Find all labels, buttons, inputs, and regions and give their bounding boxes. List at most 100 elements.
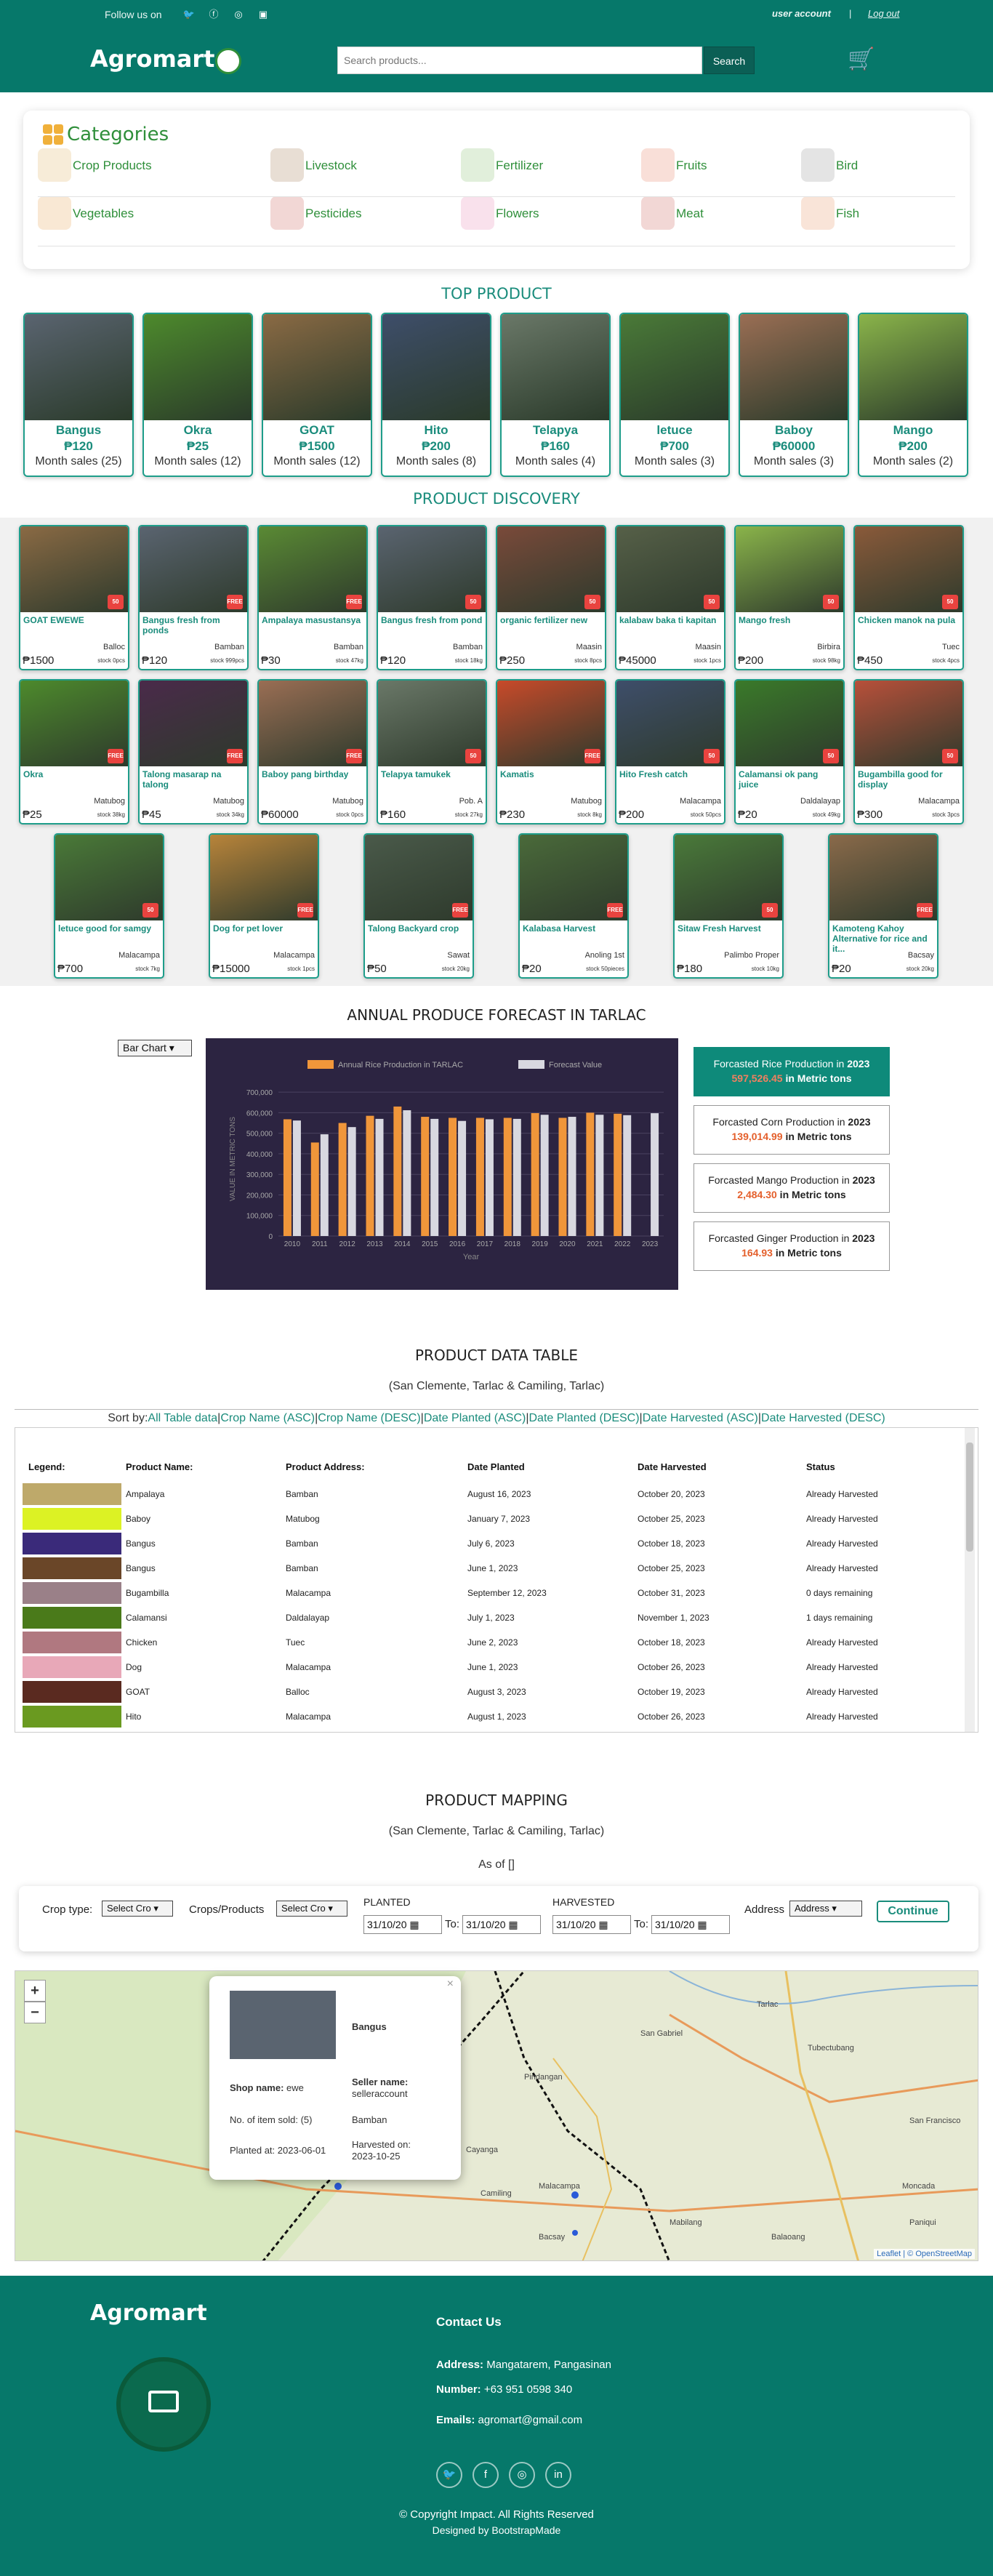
popup-shop-value: ewe	[286, 2082, 304, 2093]
linkedin-icon[interactable]: ▣	[258, 9, 268, 20]
discovery-product-card[interactable]: 50 Mango fresh Birbira ₱200 stock 98kg	[734, 525, 845, 670]
sort-link[interactable]: Date Planted (DESC)	[528, 1412, 640, 1424]
category-link[interactable]: Livestock	[305, 159, 357, 172]
product-name: kalabaw baka ti kapitan	[619, 615, 717, 625]
discovery-product-card[interactable]: 50 kalabaw baka ti kapitan Maasin ₱45000 sto…	[615, 525, 725, 670]
planted-to-input[interactable]: 31/10/20 ▦	[462, 1915, 541, 1934]
search-button[interactable]: Search	[704, 47, 755, 74]
discovery-product-card[interactable]: 50 Telapya tamukek Pob. A ₱160 stock 27kg	[377, 679, 487, 824]
product-price: ₱120	[380, 654, 406, 667]
discovery-product-card[interactable]: FREE Okra Matubog ₱25 stock 38kg	[19, 679, 129, 824]
table-scrollbar[interactable]	[965, 1428, 975, 1732]
sort-link[interactable]: Date Planted (ASC)	[423, 1412, 526, 1424]
discovery-product-card[interactable]: 50 Bangus fresh from pond Bamban ₱120 stock …	[377, 525, 487, 670]
forecast-card[interactable]: Forcasted Rice Production in 2023 597,526…	[694, 1047, 890, 1096]
product-price: ₱200	[738, 654, 764, 667]
chart-type-select[interactable]: Bar Chart ▾	[118, 1040, 192, 1056]
sort-link[interactable]: Crop Name (DESC)	[318, 1412, 421, 1424]
discovery-product-card[interactable]: FREE Talong masarap na talong Matubog ₱45 st…	[138, 679, 249, 824]
continue-button[interactable]: Continue	[877, 1901, 949, 1922]
close-icon[interactable]: ×	[446, 1978, 454, 1990]
top-product-card[interactable]: Bangus ₱120 Month sales (25)	[23, 313, 134, 477]
map-place-label: Pindangan	[524, 2073, 563, 2082]
discovery-product-card[interactable]: FREE Baboy pang birthday Matubog ₱60000 stoc…	[257, 679, 368, 824]
category-link[interactable]: Fertilizer	[496, 159, 544, 172]
twitter-icon[interactable]: 🐦	[436, 2462, 462, 2488]
top-product-card[interactable]: GOAT ₱1500 Month sales (12)	[262, 313, 372, 477]
planted-from-input[interactable]: 31/10/20 ▦	[363, 1915, 442, 1934]
legend-color-swatch	[23, 1706, 121, 1728]
discovery-product-card[interactable]: 50 Chicken manok na pula Tuec ₱450 stock 4pc…	[853, 525, 964, 670]
discovery-product-card[interactable]: FREE Kamatis Matubog ₱230 stock 8kg	[496, 679, 606, 824]
linkedin-icon[interactable]: in	[545, 2462, 571, 2488]
discovery-product-card[interactable]: 50 letuce good for samgy Malacampa ₱700 stoc…	[54, 833, 164, 979]
table-cell: Dog	[126, 1662, 142, 1672]
category-link[interactable]: Bird	[836, 159, 859, 172]
discovery-product-card[interactable]: 50 GOAT EWEWE Balloc ₱1500 stock 0pcs	[19, 525, 129, 670]
discovery-product-card[interactable]: FREE Ampalaya masustansya Bamban ₱30 stock 4…	[257, 525, 368, 670]
sort-link[interactable]: Crop Name (ASC)	[220, 1412, 315, 1424]
discovery-product-card[interactable]: FREE Kamoteng Kahoy Alternative for rice …	[828, 833, 938, 979]
discovery-product-card[interactable]: FREE Dog for pet lover Malacampa ₱15000 stoc…	[209, 833, 319, 979]
top-product-card[interactable]: letuce ₱700 Month sales (3)	[619, 313, 730, 477]
forecast-card-year: 2023	[852, 1174, 875, 1186]
popup-planted-label: Planted at:	[230, 2145, 276, 2156]
category-link[interactable]: Pesticides	[305, 206, 362, 220]
top-product-card[interactable]: Baboy ₱60000 Month sales (3)	[739, 313, 849, 477]
zoom-in-button[interactable]: +	[24, 1980, 46, 2002]
cart-icon[interactable]: 🛒	[848, 47, 875, 71]
sort-link[interactable]: All Table data	[148, 1412, 218, 1424]
top-product-card[interactable]: Mango ₱200 Month sales (2)	[858, 313, 968, 477]
sort-link[interactable]: Date Harvested (DESC)	[761, 1412, 885, 1424]
harvested-from-input[interactable]: 31/10/20 ▦	[552, 1915, 631, 1934]
logout-link[interactable]: Log out	[868, 8, 900, 19]
crop-type-select[interactable]: Select Cro ▾	[102, 1901, 173, 1917]
scrollbar-thumb[interactable]	[966, 1443, 973, 1552]
address-select[interactable]: Address ▾	[789, 1901, 862, 1917]
category-link[interactable]: Fish	[836, 206, 860, 220]
facebook-icon[interactable]: ⓕ	[209, 9, 219, 20]
discovery-product-card[interactable]: 50 Hito Fresh catch Malacampa ₱200 stock 50p…	[615, 679, 725, 824]
table-cell: Chicken	[126, 1637, 158, 1648]
discovery-product-card[interactable]: FREE Talong Backyard crop Sawat ₱50 stock 20…	[363, 833, 474, 979]
crops-select[interactable]: Select Cro ▾	[276, 1901, 347, 1917]
discovery-product-card[interactable]: 50 Sitaw Fresh Harvest Palimbo Proper ₱180 s…	[673, 833, 784, 979]
forecast-card[interactable]: Forcasted Ginger Production in 2023 164.9…	[694, 1221, 890, 1271]
user-account-link[interactable]: user account	[772, 8, 831, 19]
harvested-to-input[interactable]: 31/10/20 ▦	[651, 1915, 730, 1934]
map-marker[interactable]	[571, 2191, 579, 2199]
category-link[interactable]: Meat	[676, 206, 704, 220]
sort-link[interactable]: Date Harvested (ASC)	[642, 1412, 758, 1424]
discovery-product-card[interactable]: FREE Bangus fresh from ponds Bamban ₱120 sto…	[138, 525, 249, 670]
instagram-icon[interactable]: ◎	[234, 9, 243, 20]
top-product-card[interactable]: Telapya ₱160 Month sales (4)	[500, 313, 611, 477]
map-marker[interactable]	[334, 2183, 342, 2190]
category-link[interactable]: Fruits	[676, 159, 707, 172]
facebook-icon[interactable]: f	[473, 2462, 499, 2488]
search-input[interactable]	[337, 47, 702, 74]
instagram-icon[interactable]: ◎	[509, 2462, 535, 2488]
discovery-product-card[interactable]: 50 Calamansi ok pang juice Daldalayap ₱20 st…	[734, 679, 845, 824]
category-link[interactable]: Flowers	[496, 206, 539, 220]
table-cell: August 1, 2023	[467, 1712, 526, 1722]
chart-bar	[310, 1142, 319, 1236]
top-product-card[interactable]: Okra ₱25 Month sales (12)	[142, 313, 253, 477]
product-map[interactable]: Tubectubang San Gabriel Pindangan Malacampa…	[15, 1970, 978, 2261]
discount-badge: FREE	[227, 749, 243, 763]
category-link[interactable]: Crop Products	[73, 159, 152, 172]
discovery-product-card[interactable]: FREE Kalabasa Harvest Anoling 1st ₱20 stock …	[518, 833, 629, 979]
forecast-card[interactable]: Forcasted Mango Production in 2023 2,484.…	[694, 1163, 890, 1213]
top-product-card[interactable]: Hito ₱200 Month sales (8)	[381, 313, 491, 477]
product-location: Malacampa	[273, 951, 315, 960]
table-cell: August 16, 2023	[467, 1489, 531, 1499]
discovery-product-card[interactable]: 50 Bugambilla good for display Malacampa ₱3…	[853, 679, 964, 824]
map-attribution[interactable]: Leaflet | © OpenStreetMap	[874, 2249, 975, 2259]
category-link[interactable]: Vegetables	[73, 206, 134, 220]
twitter-icon[interactable]: 🐦	[182, 9, 196, 20]
brand-logo-text[interactable]: Agromart	[90, 45, 215, 73]
discovery-product-card[interactable]: 50 organic fertilizer new Maasin ₱250 stock …	[496, 525, 606, 670]
legend-label: Annual Rice Production in TARLAC	[338, 1061, 463, 1070]
map-marker[interactable]	[572, 2230, 578, 2236]
forecast-card[interactable]: Forcasted Corn Production in 2023 139,014…	[694, 1105, 890, 1155]
zoom-out-button[interactable]: −	[24, 2002, 46, 2023]
